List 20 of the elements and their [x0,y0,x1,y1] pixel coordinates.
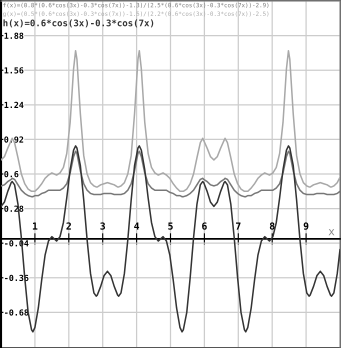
x-axis-title: x [328,229,334,236]
y-tick-label: 0.92 [4,136,24,143]
y-tick-label: 1.56 [4,67,24,74]
line-series [1,50,340,192]
line-series [1,150,340,198]
x-tick-label: 3 [100,222,106,230]
x-tick-label: 4 [134,222,140,230]
text: h(x)=0.6*cos(3x)-0.3*cos(7x) [3,19,154,28]
y-tick-label: 1.24 [4,102,24,108]
x-tick-label: 6 [202,222,207,230]
x-tick-label: 1 [32,222,38,230]
x-tick-label: 5 [168,222,173,230]
line-series [1,145,340,333]
x-tick-label: 9 [304,222,308,230]
y-tick-label: -0.68 [5,309,28,316]
y-tick-label: 0.6 [4,170,18,178]
y-tick-label: 1.88 [4,32,24,39]
x-tick-label: 2 [66,222,71,230]
x-tick-label: 8 [270,222,274,230]
x-tick-label: 7 [236,222,240,230]
